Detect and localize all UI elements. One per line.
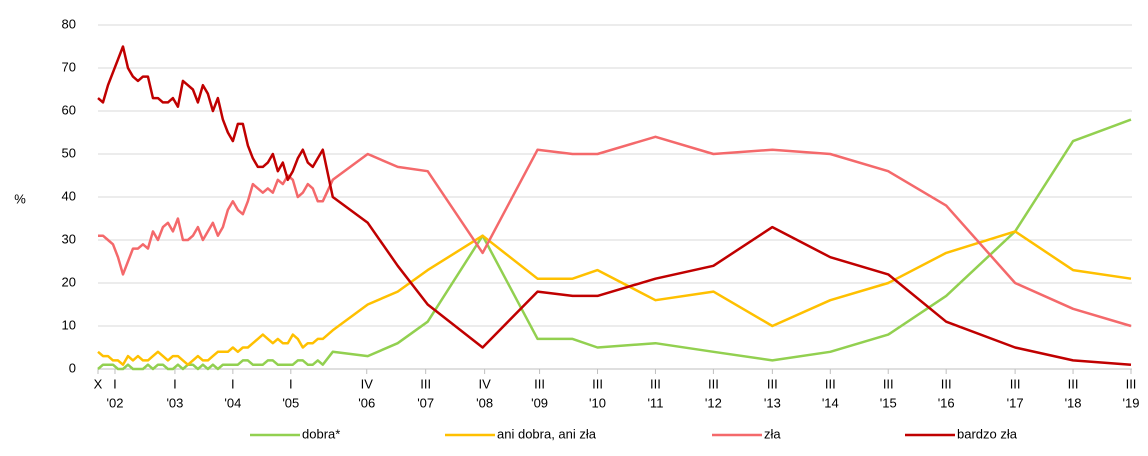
x-tick-label: III: [1126, 376, 1137, 391]
legend-label: dobra*: [302, 426, 340, 441]
x-tick-label: III: [534, 376, 545, 391]
legend-label: bardzo zła: [957, 426, 1018, 441]
x-tick-year: '10: [589, 395, 606, 410]
x-tick-year: '16: [938, 395, 955, 410]
x-tick-year: '03: [166, 395, 183, 410]
x-tick-year: '07: [417, 395, 434, 410]
x-tick-label: III: [883, 376, 894, 391]
x-tick-year: '18: [1065, 395, 1082, 410]
x-tick-label: III: [420, 376, 431, 391]
x-tick-label: III: [592, 376, 603, 391]
x-tick-label: III: [825, 376, 836, 391]
y-tick-label: 30: [62, 231, 76, 246]
x-tick-label: I: [113, 376, 117, 391]
series-line: [97, 230, 1132, 366]
x-tick-year: '19: [1123, 395, 1140, 410]
x-tick-label: III: [941, 376, 952, 391]
x-tick-year: '15: [880, 395, 897, 410]
series-line: [97, 118, 1132, 371]
x-tick-label: IV: [478, 376, 491, 391]
y-tick-label: 50: [62, 145, 76, 160]
legend-label: zła: [764, 426, 781, 441]
x-tick-label: III: [708, 376, 719, 391]
x-tick-label: III: [1010, 376, 1021, 391]
x-tick-year: '11: [647, 395, 663, 410]
y-tick-label: 40: [62, 188, 76, 203]
series-line: [98, 135, 1132, 328]
series-line: [97, 45, 1132, 366]
x-tick-year: '12: [705, 395, 722, 410]
x-tick-label: I: [173, 376, 177, 391]
x-tick-label: III: [767, 376, 778, 391]
x-tick-year: '09: [531, 395, 548, 410]
x-tick-year: '04: [224, 395, 241, 410]
x-tick-year: '02: [107, 395, 124, 410]
y-tick-label: 0: [69, 360, 76, 375]
x-tick-label: III: [1068, 376, 1079, 391]
y-tick-label: 10: [62, 317, 76, 332]
y-axis-label: %: [14, 191, 26, 206]
legend-label: ani dobra, ani zła: [497, 426, 597, 441]
x-tick-year: '13: [764, 395, 781, 410]
x-tick-label: I: [289, 376, 293, 391]
x-tick-year: '06: [358, 395, 375, 410]
x-tick-year: '08: [476, 395, 493, 410]
x-tick-label: III: [650, 376, 661, 391]
y-tick-label: 70: [62, 59, 76, 74]
y-tick-label: 20: [62, 274, 76, 289]
x-tick-year: '05: [282, 395, 299, 410]
y-tick-label: 60: [62, 102, 76, 117]
x-tick-label: I: [231, 376, 235, 391]
x-tick-label: X: [94, 376, 103, 391]
y-tick-label: 80: [62, 16, 76, 31]
x-tick-year: '17: [1007, 395, 1024, 410]
x-tick-label: IV: [361, 376, 374, 391]
x-tick-year: '14: [822, 395, 839, 410]
